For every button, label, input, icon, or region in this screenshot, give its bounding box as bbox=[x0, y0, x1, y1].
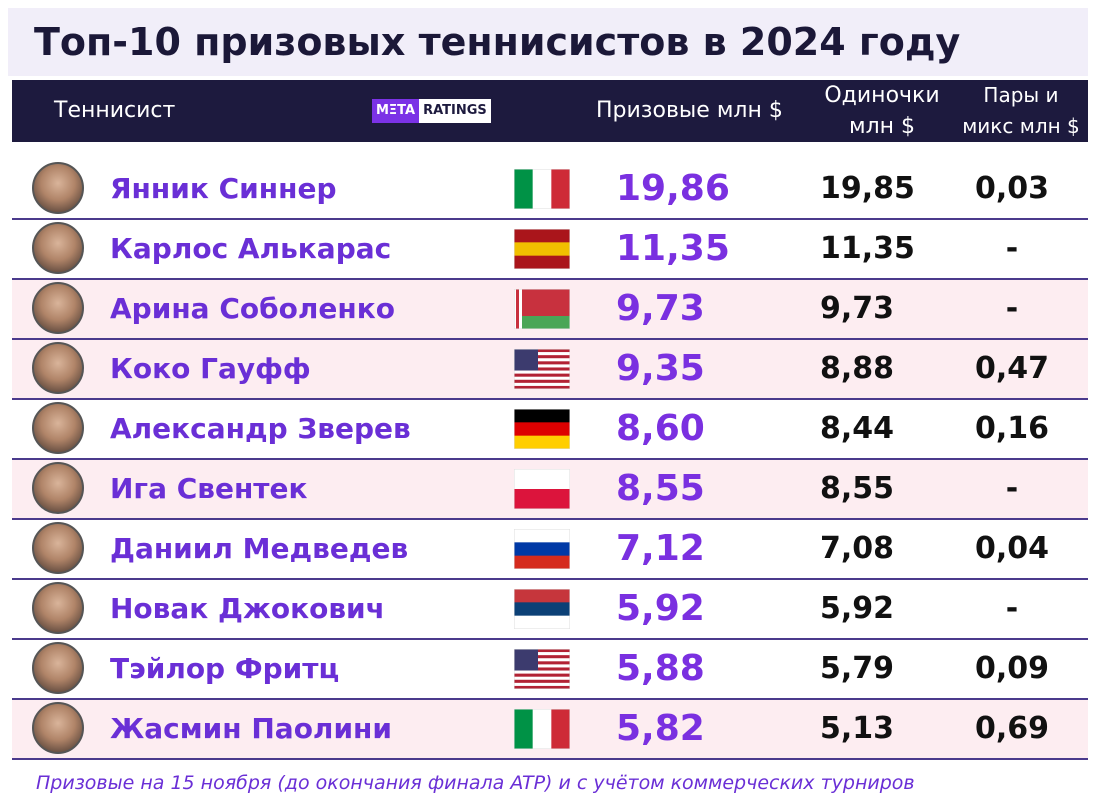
prize-singles: 5,79 bbox=[820, 651, 895, 686]
flag bbox=[513, 288, 571, 330]
logo-part: RATINGS bbox=[419, 99, 491, 123]
player-name: Жасмин Паолини bbox=[110, 712, 393, 745]
avatar bbox=[32, 642, 84, 694]
prize-doubles: 0,16 bbox=[974, 411, 1050, 446]
prize-singles: 5,13 bbox=[820, 711, 895, 746]
flag-box bbox=[513, 288, 571, 330]
flag-box bbox=[513, 348, 571, 390]
flag bbox=[513, 348, 571, 390]
prize-total: 8,60 bbox=[616, 408, 705, 449]
table-row: Коко Гауфф 9,35 8,88 0,47 bbox=[12, 340, 1088, 400]
col-header: Одиночки млн $ bbox=[824, 83, 940, 139]
avatar bbox=[32, 222, 84, 274]
avatar bbox=[32, 462, 84, 514]
player-name: Карлос Алькарас bbox=[110, 232, 392, 265]
player-name: Арина Соболенко bbox=[110, 292, 395, 325]
avatar bbox=[32, 402, 84, 454]
prize-singles: 19,85 bbox=[820, 171, 915, 206]
flag bbox=[513, 468, 571, 510]
player-name: Александр Зверев bbox=[110, 412, 411, 445]
table-row: Арина Соболенко 9,73 9,73 - bbox=[12, 280, 1088, 340]
prize-doubles: - bbox=[1005, 231, 1019, 266]
title: Топ-10 призовых теннисистов в 2024 году bbox=[34, 20, 961, 64]
prize-doubles: 0,04 bbox=[974, 531, 1050, 566]
player-name: Тэйлор Фритц bbox=[110, 652, 340, 685]
avatar bbox=[32, 702, 84, 754]
player-name: Новак Джокович bbox=[110, 592, 385, 625]
table-row: Даниил Медведев 7,12 7,08 0,04 bbox=[12, 520, 1088, 580]
prize-total: 9,73 bbox=[616, 288, 705, 329]
table-row: Ига Свентек 8,55 8,55 - bbox=[12, 460, 1088, 520]
prize-singles: 7,08 bbox=[820, 531, 895, 566]
prize-doubles: - bbox=[1005, 471, 1019, 506]
prize-total: 9,35 bbox=[616, 348, 705, 389]
table-row: Жасмин Паолини 5,82 5,13 0,69 bbox=[12, 700, 1088, 760]
player-name: Янник Синнер bbox=[110, 172, 337, 205]
prize-singles: 5,92 bbox=[820, 591, 895, 626]
flag-box bbox=[513, 528, 571, 570]
avatar bbox=[32, 522, 84, 574]
prize-doubles: - bbox=[1005, 591, 1019, 626]
col-header: Призовые млн $ bbox=[596, 98, 783, 123]
flag-box bbox=[513, 648, 571, 690]
avatar bbox=[32, 582, 84, 634]
title-band: Топ-10 призовых теннисистов в 2024 году bbox=[8, 8, 1088, 76]
prize-singles: 9,73 bbox=[820, 291, 895, 326]
col-header: Пары и микс млн $ bbox=[962, 83, 1080, 138]
header-bar: Теннисист MΞTA RATINGS Призовые млн $ Од… bbox=[12, 80, 1088, 142]
flag-box bbox=[513, 468, 571, 510]
avatar bbox=[32, 342, 84, 394]
prize-doubles: 0,69 bbox=[974, 711, 1050, 746]
flag bbox=[513, 708, 571, 750]
prize-singles: 11,35 bbox=[820, 231, 915, 266]
prize-singles: 8,55 bbox=[820, 471, 895, 506]
prize-singles: 8,88 bbox=[820, 351, 895, 386]
footer-note: Призовые на 15 ноября (до окончания фина… bbox=[36, 772, 915, 794]
flag bbox=[513, 228, 571, 270]
prize-total: 11,35 bbox=[616, 228, 730, 269]
flag bbox=[513, 648, 571, 690]
avatar bbox=[32, 282, 84, 334]
player-name: Даниил Медведев bbox=[110, 532, 409, 565]
flag bbox=[513, 588, 571, 630]
flag-box bbox=[513, 408, 571, 450]
table-row: Карлос Алькарас 11,35 11,35 - bbox=[12, 220, 1088, 280]
prize-total: 5,82 bbox=[616, 708, 705, 749]
prize-doubles: - bbox=[1005, 291, 1019, 326]
flag bbox=[513, 408, 571, 450]
prize-doubles: 0,03 bbox=[974, 171, 1050, 206]
prize-total: 19,86 bbox=[616, 168, 730, 209]
table-row: Тэйлор Фритц 5,88 5,79 0,09 bbox=[12, 640, 1088, 700]
table-row: Александр Зверев 8,60 8,44 0,16 bbox=[12, 400, 1088, 460]
prize-total: 5,88 bbox=[616, 648, 705, 689]
avatar bbox=[32, 162, 84, 214]
col-header: Теннисист bbox=[54, 98, 176, 123]
flag-box bbox=[513, 588, 571, 630]
prize-total: 8,55 bbox=[616, 468, 705, 509]
flag bbox=[513, 168, 571, 210]
prize-singles: 8,44 bbox=[820, 411, 895, 446]
flag-box bbox=[513, 168, 571, 210]
flag bbox=[513, 528, 571, 570]
flag-box bbox=[513, 708, 571, 750]
player-name: Ига Свентек bbox=[110, 472, 308, 505]
logo-part: MΞTA bbox=[372, 99, 420, 123]
table-row: Янник Синнер 19,86 19,85 0,03 bbox=[12, 160, 1088, 220]
table-row: Новак Джокович 5,92 5,92 - bbox=[12, 580, 1088, 640]
prize-doubles: 0,47 bbox=[974, 351, 1050, 386]
prize-total: 5,92 bbox=[616, 588, 705, 629]
prize-total: 7,12 bbox=[616, 528, 705, 569]
flag-box bbox=[513, 228, 571, 270]
player-name: Коко Гауфф bbox=[110, 352, 311, 385]
logo: MΞTA RATINGS bbox=[372, 99, 491, 123]
prize-doubles: 0,09 bbox=[974, 651, 1050, 686]
